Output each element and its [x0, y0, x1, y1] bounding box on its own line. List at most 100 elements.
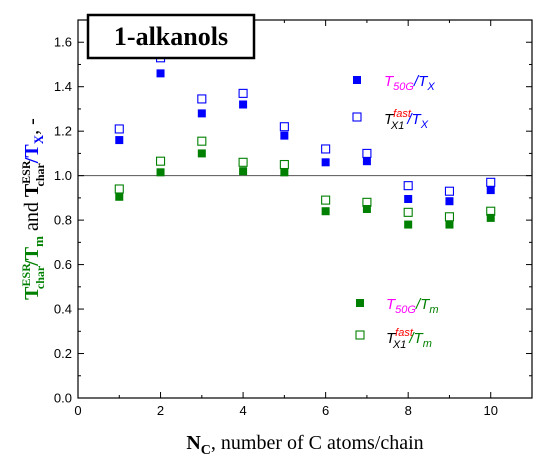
point-s2-0 [115, 192, 124, 201]
point-s2-6 [362, 205, 371, 213]
x-axis-title-rest: , number of C atoms/chain [211, 432, 424, 454]
point-s1-2 [197, 94, 207, 104]
legend-label-0-slash: / [413, 73, 420, 90]
point-s1-3 [238, 88, 248, 98]
legend-label-0-denom-sub: X [426, 81, 435, 93]
point-s0-8 [445, 197, 454, 206]
y-axis-title-p1-main: T [21, 286, 43, 300]
y-axis-title-p2-denom-sub: X [31, 134, 46, 144]
legend-label-0-main: T [384, 73, 395, 90]
legend-label-2: T50G/Tm [386, 296, 438, 316]
y-axis-title-and: and [21, 197, 43, 236]
legend-label-1-sub: X1 [390, 120, 404, 132]
legend-label-1-denom: T [412, 111, 423, 128]
legend-label-1-denom-sub: X [420, 119, 429, 131]
y-tick-label-1.4: 1.4 [54, 79, 72, 94]
point-s0-4 [280, 131, 289, 140]
legend-bottom: T50G/Tm Tfast X1/Tm [355, 296, 438, 351]
legend-marker-1 [352, 112, 362, 122]
legend-marker-2 [356, 299, 364, 307]
y-tick-label-0.4: 0.4 [54, 302, 72, 317]
point-s3-7 [403, 207, 413, 217]
point-s2-1 [156, 168, 165, 177]
legend-label-3: Tfast X1/Tm [386, 327, 432, 351]
y-axis-title-p1-slash: / [21, 260, 43, 267]
point-s2-5 [321, 207, 330, 216]
legend-label-2-denom-sub: m [429, 304, 438, 316]
legend-label-1-main: T [384, 111, 395, 128]
y-tick-label-1.2: 1.2 [54, 124, 72, 139]
point-s1-5 [321, 144, 331, 154]
point-s3-9 [486, 206, 496, 216]
plot-frame [77, 19, 533, 399]
x-axis-title-sub: C [201, 443, 211, 458]
x-tick-label-6: 6 [322, 403, 329, 418]
point-s3-3 [238, 157, 248, 167]
legend-label-3-denom-sub: m [423, 338, 432, 350]
point-s0-5 [321, 158, 330, 167]
point-s3-2 [197, 136, 207, 146]
y-axis-title-p2-denom: T [21, 144, 43, 158]
legend-label-1-slash: / [406, 111, 413, 128]
x-tick-label-10: 10 [483, 403, 497, 418]
x-tick-label-2: 2 [157, 403, 164, 418]
y-tick-label-0.6: 0.6 [54, 257, 72, 272]
legend-label-1-sup: fast [393, 108, 412, 120]
legend-label-2-main: T [386, 296, 397, 313]
point-s1-8 [444, 186, 455, 196]
y-axis-title-suffix: , - [21, 118, 43, 135]
y-axis-title-p2-slash: / [21, 157, 43, 164]
legend-label-1: Tfast X1/TX [384, 108, 429, 132]
y-tick-label-1.0: 1.0 [54, 168, 72, 183]
y-axis-title-p2-main: T [21, 183, 43, 197]
data-points [114, 53, 496, 229]
legend-top: T50G/TX Tfast X1/TX [352, 73, 435, 132]
point-s1-7 [403, 181, 413, 191]
legend-label-3-sup: fast [395, 327, 414, 339]
point-s3-8 [444, 212, 455, 222]
x-tick-label-4: 4 [239, 403, 246, 418]
point-s0-1 [156, 69, 165, 78]
y-axis-title: TESRchar/Tm and TESRchar/TX, - [19, 118, 47, 300]
point-s0-2 [197, 109, 206, 118]
x-axis-title: NC, number of C atoms/chain [186, 432, 423, 458]
y-axis-title-p1-denom-sub: m [31, 236, 46, 247]
point-s1-4 [279, 122, 289, 132]
title-box [86, 13, 256, 60]
legend-label-3-slash: / [408, 330, 415, 347]
point-s1-6 [362, 148, 372, 158]
point-s0-3 [239, 100, 248, 109]
point-s2-9 [486, 213, 495, 222]
x-tick-label-0: 0 [74, 403, 81, 418]
y-axis-title-p2-sub: char [33, 162, 47, 186]
point-s1-9 [486, 177, 496, 187]
legend-label-2-denom: T [420, 296, 431, 313]
legend-marker-0 [353, 76, 361, 84]
point-s0-9 [486, 186, 495, 195]
point-s2-8 [445, 220, 454, 229]
legend-label-2-sub: 50G [395, 304, 416, 316]
point-s3-5 [321, 195, 331, 205]
legend-label-0: T50G/TX [384, 73, 435, 93]
point-s2-3 [239, 167, 248, 176]
point-s1-0 [114, 124, 124, 134]
y-axis-title-p1-denom: T [21, 246, 43, 260]
point-s3-1 [155, 156, 166, 166]
point-s0-7 [404, 194, 413, 203]
point-s2-7 [404, 220, 413, 229]
legend-marker-3 [355, 330, 365, 340]
legend-label-0-sub: 50G [393, 81, 414, 93]
y-axis-title-p1-sub: char [33, 265, 47, 289]
legend-label-3-main: T [386, 330, 397, 347]
legend-label-3-denom: T [414, 330, 425, 347]
point-s3-6 [362, 197, 372, 207]
point-s2-2 [197, 149, 206, 158]
legend-label-2-slash: / [415, 296, 422, 313]
y-axis-title-p2-sup: ESR [19, 160, 33, 184]
point-s3-4 [279, 159, 289, 170]
y-axis-title-p1-sup: ESR [19, 263, 33, 287]
point-s0-6 [362, 157, 371, 166]
x-axis-title-main: N [186, 432, 201, 454]
legend-label-3-sub: X1 [392, 339, 406, 351]
